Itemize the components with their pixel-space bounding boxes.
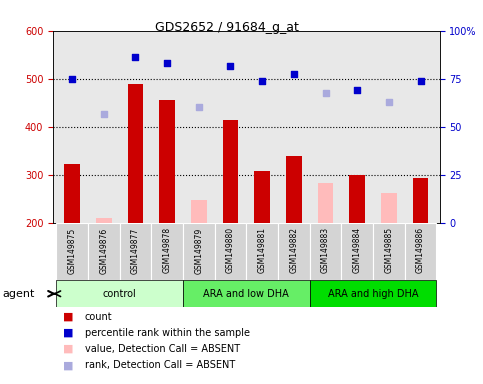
Text: GSM149882: GSM149882 — [289, 227, 298, 273]
Bar — [412, 178, 428, 223]
Point — [68, 76, 76, 82]
Bar — [223, 121, 239, 223]
Point — [100, 111, 108, 117]
Point — [322, 89, 329, 96]
Point — [131, 53, 139, 60]
Bar — [214, 223, 246, 280]
Text: ■: ■ — [63, 312, 73, 322]
Point — [195, 104, 203, 110]
Text: GSM149876: GSM149876 — [99, 227, 108, 273]
Bar — [96, 218, 112, 223]
Text: GSM149879: GSM149879 — [194, 227, 203, 273]
Text: ■: ■ — [63, 344, 73, 354]
Point — [417, 78, 425, 84]
Text: rank, Detection Call = ABSENT: rank, Detection Call = ABSENT — [85, 360, 235, 370]
Text: GSM149875: GSM149875 — [68, 227, 77, 273]
Text: GSM149880: GSM149880 — [226, 227, 235, 273]
Text: GSM149886: GSM149886 — [416, 227, 425, 273]
Text: GDS2652 / 91684_g_at: GDS2652 / 91684_g_at — [155, 21, 299, 34]
Bar — [318, 183, 333, 223]
Bar — [310, 223, 341, 280]
Text: GSM149885: GSM149885 — [384, 227, 393, 273]
Bar — [128, 84, 143, 223]
Text: GSM149884: GSM149884 — [353, 227, 362, 273]
Bar — [278, 223, 310, 280]
Point — [385, 99, 393, 105]
Bar — [120, 223, 151, 280]
Text: ARA and high DHA: ARA and high DHA — [328, 289, 418, 299]
Text: GSM149877: GSM149877 — [131, 227, 140, 273]
Bar — [246, 223, 278, 280]
Bar — [286, 157, 302, 223]
Text: ■: ■ — [63, 360, 73, 370]
Point — [354, 87, 361, 93]
Text: GSM149883: GSM149883 — [321, 227, 330, 273]
Text: agent: agent — [2, 289, 35, 299]
Bar — [310, 280, 436, 307]
Text: GSM149878: GSM149878 — [163, 227, 171, 273]
Bar — [373, 223, 405, 280]
Bar — [381, 194, 397, 223]
Bar — [191, 200, 207, 223]
Bar — [151, 223, 183, 280]
Text: GSM149881: GSM149881 — [257, 227, 267, 273]
Bar — [254, 171, 270, 223]
Bar — [405, 223, 436, 280]
Bar — [57, 223, 88, 280]
Text: control: control — [103, 289, 137, 299]
Bar — [159, 100, 175, 223]
Bar — [64, 164, 80, 223]
Point — [290, 71, 298, 77]
Text: count: count — [85, 312, 112, 322]
Bar — [88, 223, 120, 280]
Bar — [349, 175, 365, 223]
Point — [163, 60, 171, 66]
Bar — [341, 223, 373, 280]
Text: percentile rank within the sample: percentile rank within the sample — [85, 328, 250, 338]
Bar — [183, 280, 310, 307]
Bar — [57, 280, 183, 307]
Point — [227, 63, 234, 69]
Bar — [183, 223, 214, 280]
Text: ■: ■ — [63, 328, 73, 338]
Text: ARA and low DHA: ARA and low DHA — [203, 289, 289, 299]
Text: value, Detection Call = ABSENT: value, Detection Call = ABSENT — [85, 344, 240, 354]
Point — [258, 78, 266, 84]
